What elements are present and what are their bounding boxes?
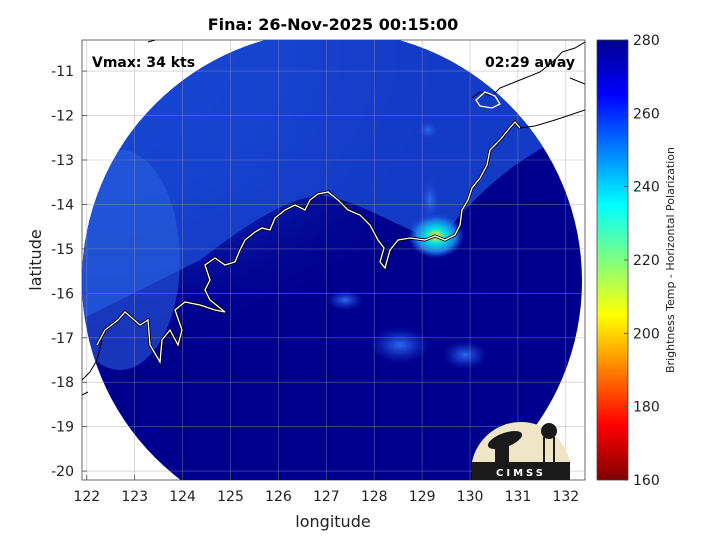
y-tick-label: -13 [51,153,74,169]
colorbar-tick-label: 240 [633,180,660,196]
colorbar-tick-label: 180 [633,400,660,416]
logo-tower-leg-1 [543,437,545,462]
colorbar: 280 260 240 220 200 180 160 Brightness Temp - … [596,33,677,489]
convection-spot-south-1 [370,327,430,363]
colorbar-label: Brightness Temp - Horizontal Polarizatio… [664,147,677,373]
x-tick-label: 126 [265,489,292,505]
x-tick-label: 124 [169,489,196,505]
coastline-outside-swath [82,40,585,396]
swath-upper-region [82,40,582,320]
coastline-north-islands [475,89,521,109]
convection-spot-north [418,120,438,140]
convection-spot-south-2 [443,341,487,369]
colorbar-tick-label: 160 [633,473,660,489]
y-tick-label: -12 [51,109,74,125]
logo-dish-base [495,442,509,462]
coastlines [82,40,585,396]
x-tick-label: 132 [552,489,579,505]
convection-spot-south-3 [327,290,363,310]
x-tick-label: 129 [409,489,436,505]
x-tick-label: 128 [361,489,388,505]
logo-banner [472,462,570,480]
x-axis-label: longitude [295,512,370,531]
axes: 122 123 124 125 126 127 128 129 130 131 132 -11 -12 -… [51,64,579,505]
colorbar-tick-label: 260 [633,106,660,122]
logo-text: CIMSS [496,468,546,479]
swath-west-edge [82,150,180,370]
colorbar-gradient [596,39,629,481]
chart-title: Fina: 26-Nov-2025 00:15:00 [208,15,459,34]
x-tick-label: 122 [73,489,100,505]
y-tick-label: -17 [51,331,74,347]
x-tick-label: 123 [121,489,148,505]
y-tick-label: -20 [51,464,74,480]
colorbar-tick-label: 280 [633,33,660,49]
cimss-logo: CIMSS [472,421,570,480]
x-tick-label: 125 [217,489,244,505]
colorbar-tick-label: 220 [633,253,660,269]
convection-streak [420,178,440,222]
logo-water-tower [541,423,557,439]
colorbar-tick-label: 200 [633,326,660,342]
y-tick-label: -16 [51,286,74,302]
vmax-annotation: Vmax: 34 kts [92,55,195,71]
x-tick-label: 131 [505,489,532,505]
y-tick-label: -19 [51,420,74,436]
y-tick-label: -14 [51,197,74,213]
y-tick-label: -18 [51,375,74,391]
y-tick-label: -15 [51,242,74,258]
colorbar-ticks: 280 260 240 220 200 180 160 [624,33,660,489]
x-tick-label: 130 [457,489,484,505]
x-tick-label: 127 [313,489,340,505]
logo-tower-leg-2 [553,437,555,462]
time-away-annotation: 02:29 away [485,55,575,71]
y-axis-label: latitude [26,229,45,290]
y-tick-label: -11 [51,64,74,80]
coastline [96,120,521,365]
